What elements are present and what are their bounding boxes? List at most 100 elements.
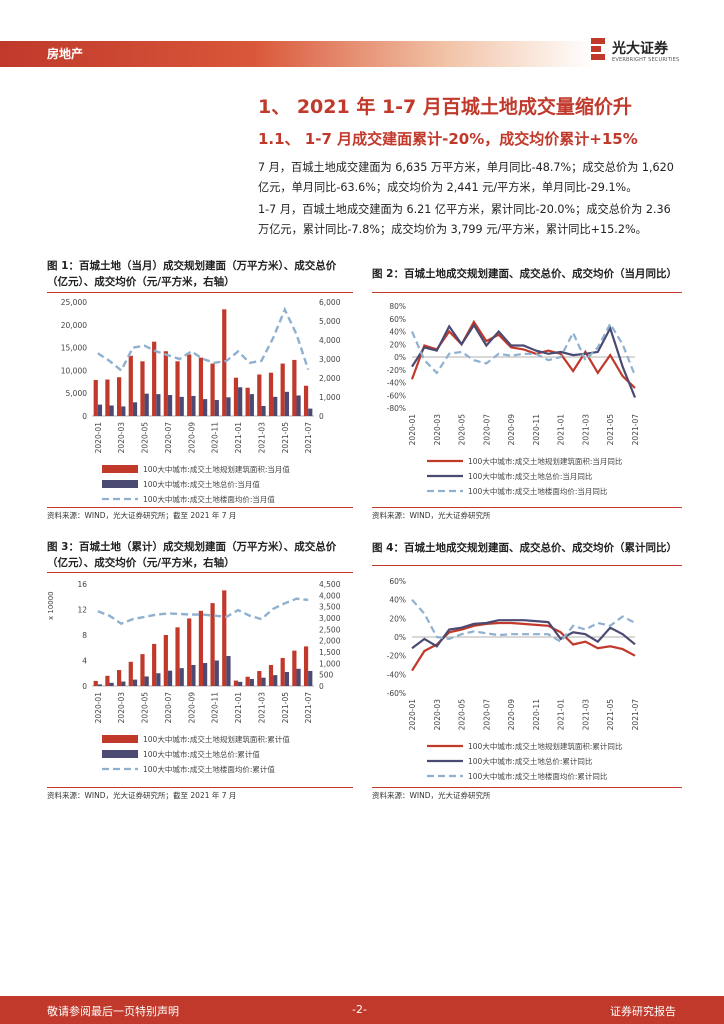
fig3-bar-price-total bbox=[296, 668, 301, 686]
fig1-bar-area bbox=[292, 359, 297, 416]
figure-3-rule bbox=[47, 572, 353, 573]
fig3-y2-tick-label: 1,000 bbox=[319, 659, 341, 668]
fig3-y2-tick-label: 4,000 bbox=[319, 591, 341, 600]
fig1-bar-price-total bbox=[109, 405, 114, 416]
fig1-bar-price-total bbox=[203, 399, 208, 416]
fig1-bar-price-total bbox=[97, 404, 103, 416]
fig3-y-tick-label: 8 bbox=[82, 631, 87, 640]
section-label: 房地产 bbox=[47, 47, 84, 61]
fig1-legend-swatch bbox=[102, 465, 138, 473]
fig4-y-tick-label: 0% bbox=[394, 633, 406, 642]
fig1-bar-price-total bbox=[273, 396, 278, 416]
fig2-x-tick-label: 2020-03 bbox=[433, 414, 442, 446]
page-number: -2- bbox=[352, 1003, 367, 1016]
fig1-x-tick-label: 2020-07 bbox=[164, 422, 173, 454]
fig3-x-tick-label: 2021-03 bbox=[257, 692, 266, 724]
fig3-legend-label: 100大中城市:成交土地楼面均价:累计值 bbox=[143, 764, 275, 774]
figure-4-source: 资料来源：WIND，光大证券研究所 bbox=[372, 791, 491, 800]
fig4-series-line-2 bbox=[411, 598, 636, 644]
fig3-bar-area bbox=[280, 657, 285, 686]
fig3-bar-price-total bbox=[144, 676, 149, 686]
fig3-bar-price-total bbox=[261, 677, 266, 686]
fig3-x-tick-label: 2021-07 bbox=[304, 692, 313, 724]
fig3-y2-tick-label: 2,500 bbox=[319, 625, 341, 634]
fig4-x-tick-label: 2020-11 bbox=[532, 699, 541, 731]
fig1-x-tick-label: 2020-11 bbox=[211, 422, 220, 454]
fig3-bar-area bbox=[245, 676, 250, 686]
fig1-bar-area bbox=[140, 361, 145, 416]
fig3-bar-price-total bbox=[273, 675, 278, 686]
fig3-bar-price-total bbox=[203, 663, 208, 686]
fig1-legend-swatch bbox=[102, 480, 138, 488]
fig3-x-tick-label: 2020-03 bbox=[117, 692, 126, 724]
fig3-bar-area bbox=[128, 661, 133, 686]
figure-3-title: 图 3：百城土地（累计）成交规划建面（万平方米）、成交总价（亿元）、成交均价（元… bbox=[47, 541, 337, 569]
fig1-bar-area bbox=[198, 357, 203, 416]
fig1-x-tick-label: 2021-03 bbox=[257, 422, 266, 454]
fig2-x-tick-label: 2020-09 bbox=[507, 414, 516, 446]
fig3-bar-area bbox=[198, 610, 203, 686]
fig3-y-tick-label: 4 bbox=[82, 657, 87, 666]
figure-4-chart: -60% -40% -20% 0% 20% 40% 60% 2020-01 2020-03 202… bbox=[387, 577, 640, 781]
fig4-y-tick-label: -20% bbox=[387, 652, 406, 661]
fig1-bar-area bbox=[163, 351, 168, 416]
fig4-series-line-1 bbox=[411, 619, 636, 650]
fig2-y-tick-label: -60% bbox=[387, 391, 406, 400]
fig2-y-tick-label: 0% bbox=[394, 353, 406, 362]
brand-name: 光大证券 bbox=[612, 41, 668, 57]
fig2-x-tick-label: 2021-07 bbox=[631, 414, 640, 446]
fig3-legend-swatch bbox=[102, 735, 138, 743]
fig1-legend-label: 100大中城市:成交土地总价:当月值 bbox=[143, 479, 260, 489]
footer-report-type: 证券研究报告 bbox=[610, 1005, 676, 1018]
fig3-bar-price-total bbox=[121, 681, 126, 686]
fig2-x-tick-label: 2020-07 bbox=[482, 414, 491, 446]
fig3-bar-area bbox=[163, 635, 168, 686]
fig3-x-tick-label: 2020-11 bbox=[211, 692, 220, 724]
footer-disclaimer: 敬请参阅最后一页特别声明 bbox=[47, 1005, 179, 1018]
fig2-legend-label: 100大中城市:成交土地规划建筑面积:当月同比 bbox=[468, 456, 623, 466]
fig1-x-tick-label: 2020-09 bbox=[187, 422, 196, 454]
fig1-y2-tick-label: 4,000 bbox=[319, 336, 341, 345]
fig3-bar-price-total bbox=[97, 684, 103, 686]
fig3-x-tick-label: 2020-07 bbox=[164, 692, 173, 724]
fig3-x-tick-label: 2021-01 bbox=[234, 692, 243, 724]
fig4-legend-label: 100大中城市:成交土地总价:累计同比 bbox=[468, 756, 593, 766]
fig2-x-tick-label: 2020-05 bbox=[458, 414, 467, 446]
fig1-bar-area bbox=[128, 355, 133, 416]
fig3-bar-area bbox=[152, 643, 157, 686]
fig3-y-tick-label: 16 bbox=[77, 580, 87, 589]
fig2-series-line-1 bbox=[411, 323, 637, 398]
figure-2-rule bbox=[372, 292, 682, 293]
fig4-legend-label: 100大中城市:成交土地楼面均价:累计同比 bbox=[468, 771, 608, 781]
fig1-bar-price-total bbox=[249, 394, 254, 416]
fig3-y2-tick-label: 1,500 bbox=[319, 648, 341, 657]
fig1-bar-price-total bbox=[191, 395, 196, 416]
figure-1-chart: 0 5,000 10,000 15,000 20,000 25,000 0 1,000 2,00… bbox=[61, 298, 341, 504]
fig1-bar-price-total bbox=[261, 405, 266, 416]
fig2-series-line-2 bbox=[410, 321, 637, 377]
fig1-bar-price-total bbox=[132, 402, 138, 416]
fig3-y2-tick-label: 500 bbox=[319, 671, 334, 680]
fig3-bar-area bbox=[222, 590, 227, 686]
figure-1-source: 资料来源：WIND，光大证券研究所；截至 2021 年 7 月 bbox=[47, 511, 237, 520]
fig4-y-tick-label: 40% bbox=[389, 596, 406, 605]
fig3-bar-area bbox=[257, 671, 262, 686]
fig3-bar-area bbox=[292, 650, 297, 686]
fig4-x-tick-label: 2021-05 bbox=[606, 699, 615, 731]
figure-4-title: 图 4：百城土地成交规划建面、成交总价、成交均价（累计同比） bbox=[372, 542, 677, 554]
fig3-bar-price-total bbox=[238, 681, 243, 686]
fig4-x-tick-label: 2020-03 bbox=[433, 699, 442, 731]
fig3-bar-area bbox=[303, 646, 309, 686]
fig1-x-tick-label: 2020-05 bbox=[141, 422, 150, 454]
fig4-x-tick-label: 2021-03 bbox=[581, 699, 590, 731]
fig3-bar-price-total bbox=[226, 656, 231, 686]
fig3-bar-area bbox=[117, 670, 122, 686]
fig3-bar-area bbox=[187, 618, 192, 686]
fig3-bar-area bbox=[210, 603, 215, 686]
fig1-bar-area bbox=[93, 379, 98, 416]
fig1-avg-price-line bbox=[97, 306, 310, 373]
figure-1-bottom-rule bbox=[47, 507, 353, 508]
fig3-bar-price-total bbox=[179, 668, 184, 686]
fig3-bar-area bbox=[105, 675, 110, 686]
fig1-bar-price-total bbox=[156, 394, 161, 416]
